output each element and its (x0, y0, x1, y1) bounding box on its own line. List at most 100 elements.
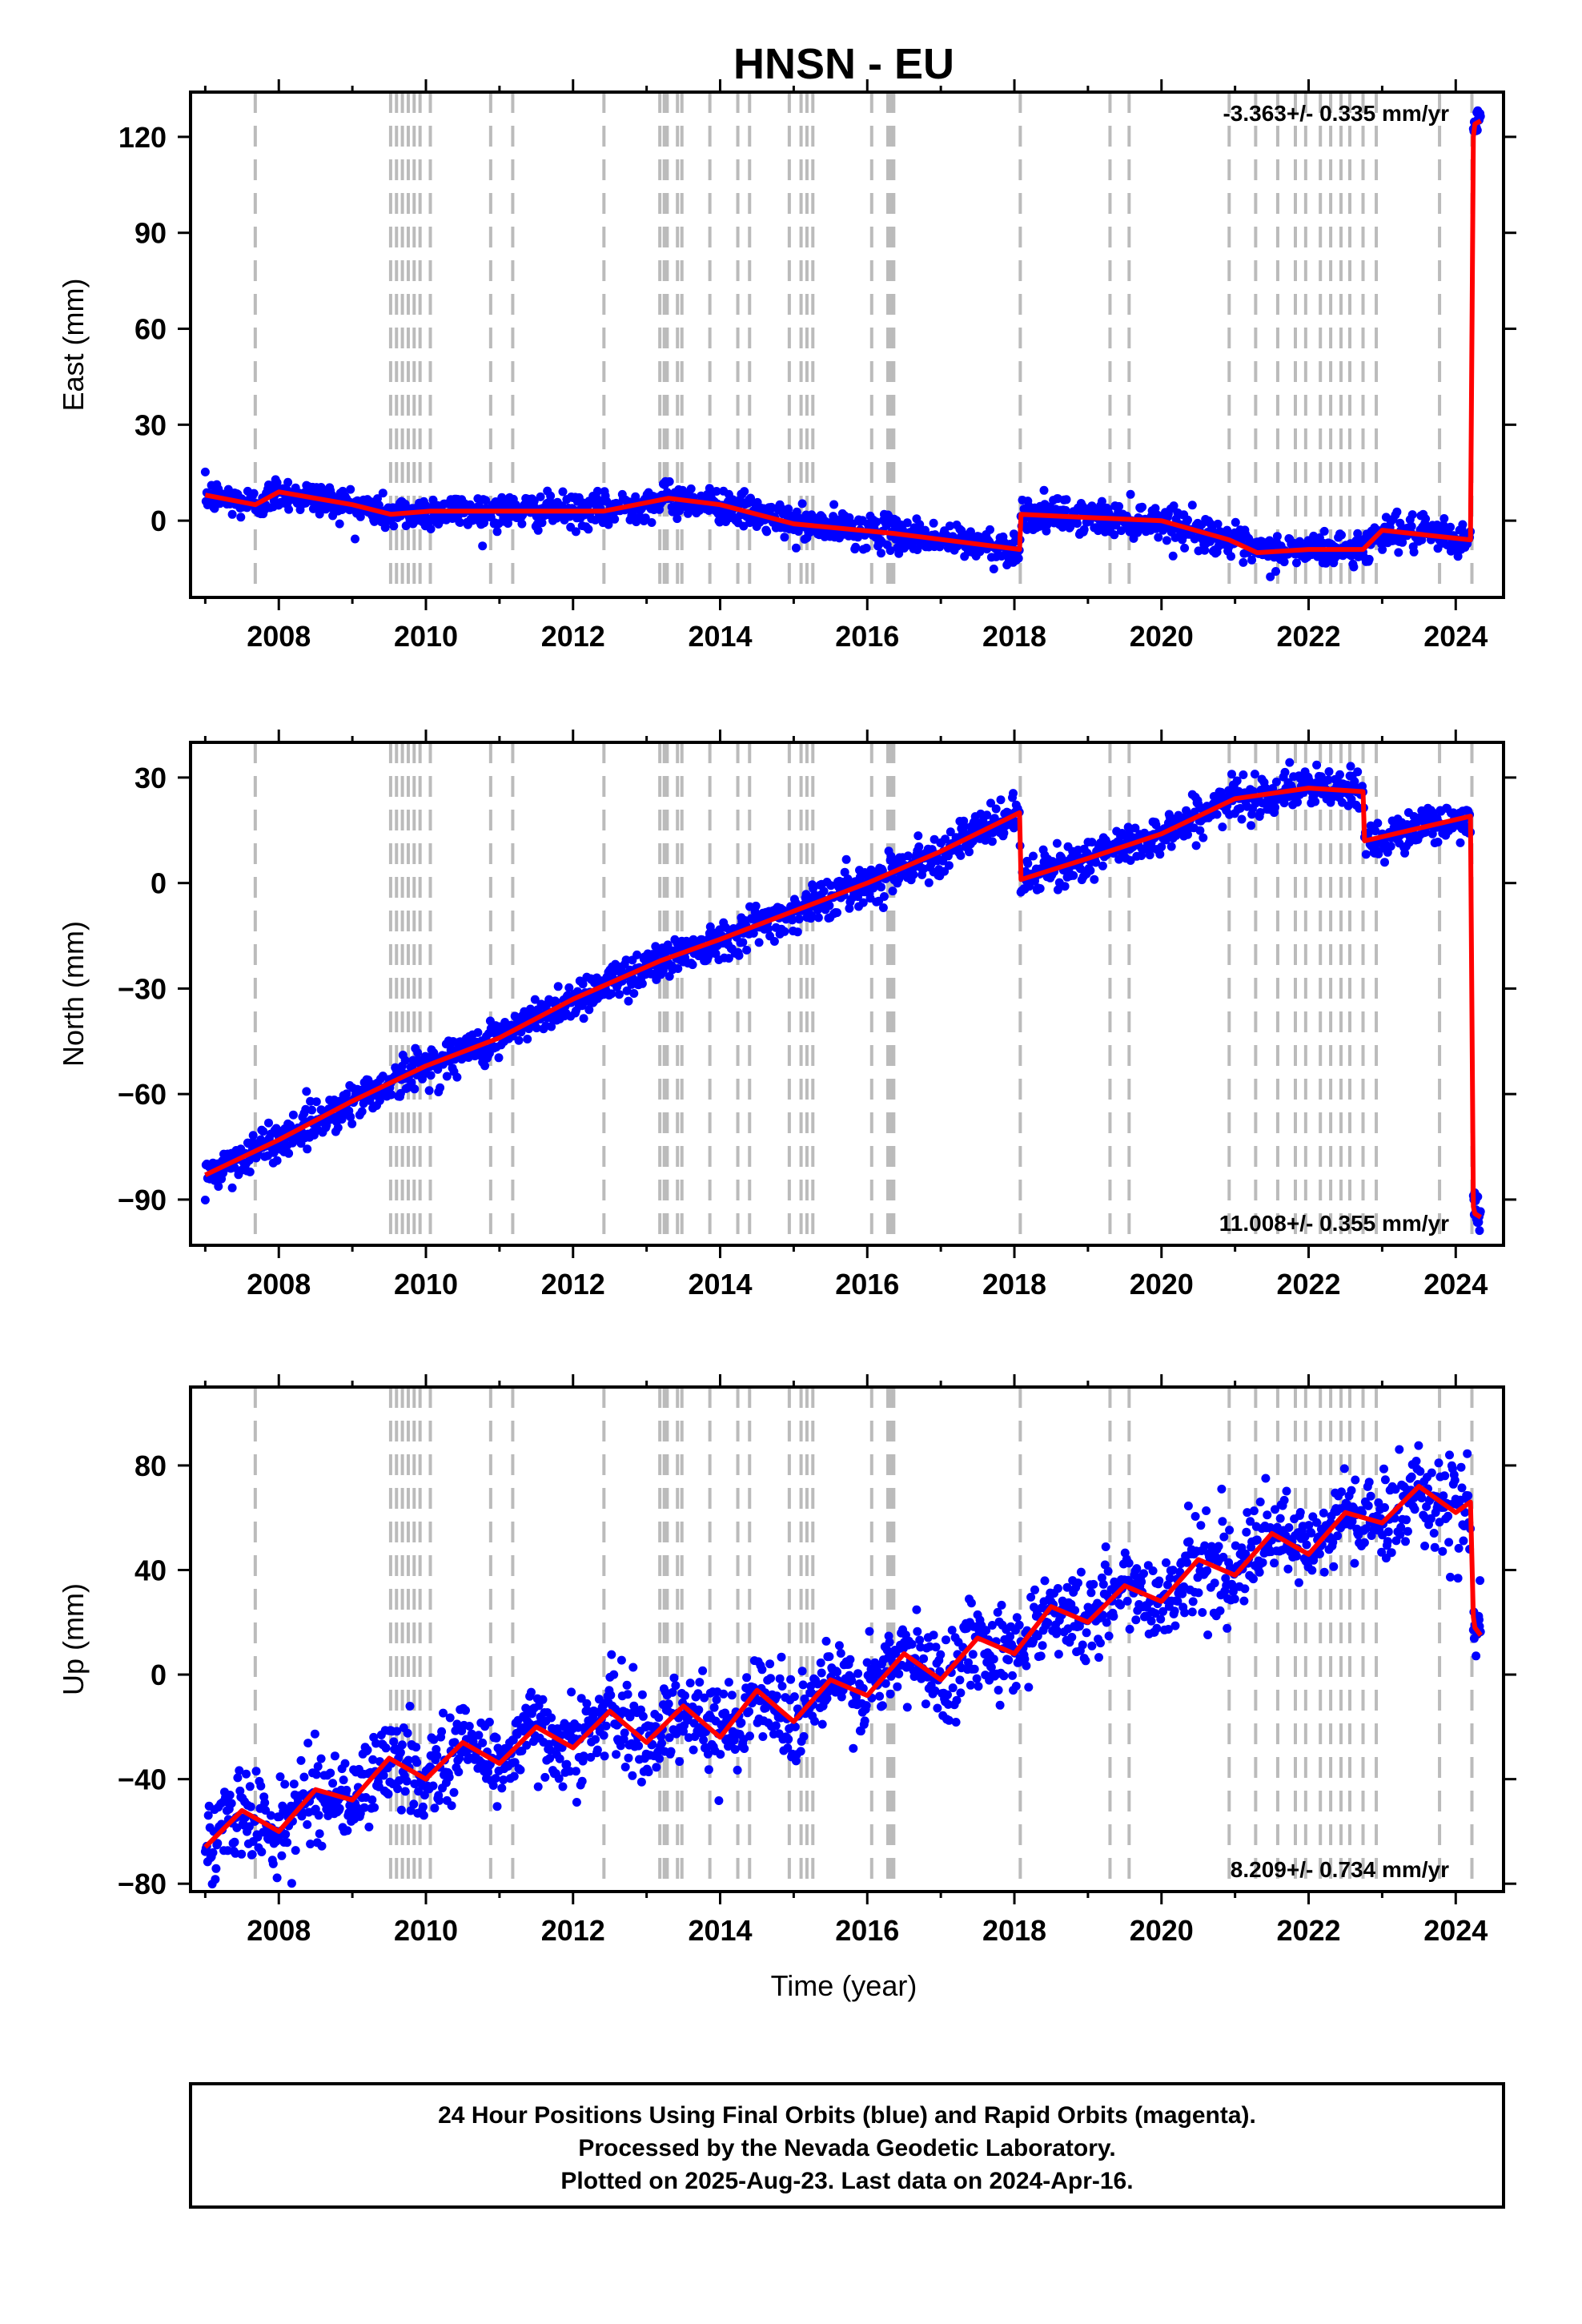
data-point (256, 1781, 266, 1791)
data-point (1200, 1541, 1210, 1550)
data-point (1087, 1641, 1097, 1651)
data-point (878, 903, 888, 912)
data-point (1029, 851, 1038, 861)
data-point (1191, 1512, 1200, 1521)
data-point (553, 982, 563, 991)
data-point (986, 525, 994, 534)
data-point (951, 1718, 961, 1727)
data-point (1243, 1508, 1252, 1518)
data-point (509, 1771, 519, 1781)
data-point (1195, 826, 1205, 835)
data-point (666, 1747, 676, 1756)
data-point (1101, 1542, 1110, 1551)
data-point (789, 1692, 799, 1702)
data-point (579, 1014, 588, 1023)
data-point (719, 1689, 729, 1699)
data-point (1103, 1566, 1113, 1576)
data-point (1146, 1616, 1156, 1626)
chart-title: HNSN - EU (733, 40, 954, 88)
data-point (742, 1673, 752, 1683)
data-point (822, 1694, 832, 1703)
data-point (406, 1806, 416, 1815)
data-point (1242, 1527, 1251, 1537)
data-point (1131, 1615, 1141, 1625)
data-point (1163, 1625, 1173, 1634)
data-point (631, 492, 640, 501)
data-point (311, 1770, 321, 1779)
data-point (882, 1646, 892, 1655)
data-point (1249, 1574, 1258, 1584)
data-point (248, 1131, 258, 1140)
data-point (1199, 833, 1208, 842)
data-point (1312, 760, 1322, 770)
data-point (1261, 1474, 1271, 1483)
data-point (1225, 1526, 1235, 1535)
data-point (709, 1703, 719, 1712)
y-tick-label: 0 (151, 867, 167, 900)
data-point (734, 951, 744, 960)
data-point (1371, 826, 1380, 836)
data-point (1168, 551, 1178, 561)
data-point (316, 1754, 326, 1763)
data-point (1054, 1650, 1063, 1659)
data-point (991, 804, 1001, 814)
data-point (813, 913, 823, 923)
data-point (1198, 1608, 1207, 1617)
data-point (299, 1772, 309, 1782)
data-point (266, 1811, 275, 1820)
data-point (1062, 1582, 1072, 1592)
data-point (1079, 525, 1089, 534)
data-point (1122, 1596, 1132, 1606)
data-point (1421, 514, 1431, 524)
data-point (1116, 1600, 1126, 1610)
data-point (211, 1875, 220, 1884)
data-point (794, 915, 804, 924)
data-point (888, 887, 897, 896)
data-point (754, 938, 764, 947)
data-point (426, 1071, 436, 1080)
data-point (909, 870, 918, 879)
data-point (492, 1733, 501, 1743)
data-point (430, 1803, 440, 1813)
data-point (673, 514, 682, 524)
data-point (1337, 530, 1346, 540)
data-point (902, 518, 912, 528)
data-point (989, 1655, 998, 1664)
data-point (629, 1701, 639, 1711)
data-point (1292, 558, 1301, 568)
data-point (1227, 552, 1235, 561)
data-point (740, 487, 749, 497)
data-point (306, 1839, 315, 1849)
data-point (766, 1674, 775, 1683)
data-point (628, 1663, 638, 1672)
data-point (894, 1669, 904, 1679)
data-point (311, 1097, 321, 1107)
data-point (1400, 848, 1410, 858)
x-tick-label: 2008 (247, 1268, 311, 1301)
data-point (790, 1722, 800, 1731)
data-point (555, 1754, 564, 1763)
data-point (403, 1728, 412, 1738)
data-point (514, 1035, 524, 1045)
data-point (942, 1635, 950, 1645)
data-point (1151, 820, 1161, 830)
data-point (214, 1182, 223, 1191)
data-point (1284, 1523, 1294, 1532)
data-point (497, 1783, 507, 1793)
data-point (396, 1805, 406, 1815)
data-point (1109, 1611, 1118, 1621)
data-point (346, 485, 355, 494)
data-point (363, 1745, 372, 1755)
data-point (1086, 866, 1095, 875)
data-point (461, 1706, 470, 1715)
data-point (583, 1706, 592, 1715)
data-point (640, 513, 650, 523)
data-point (988, 828, 998, 838)
data-point (1178, 1589, 1187, 1598)
x-tick-label: 2016 (835, 1268, 899, 1301)
data-point (546, 491, 556, 501)
data-point (1125, 1624, 1134, 1634)
data-point (532, 1023, 541, 1033)
data-point (791, 543, 801, 553)
data-point (1152, 1623, 1162, 1633)
